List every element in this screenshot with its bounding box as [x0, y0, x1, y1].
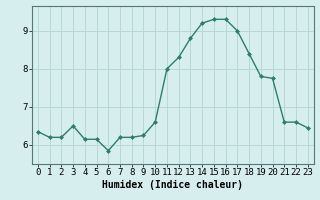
X-axis label: Humidex (Indice chaleur): Humidex (Indice chaleur): [102, 180, 243, 190]
